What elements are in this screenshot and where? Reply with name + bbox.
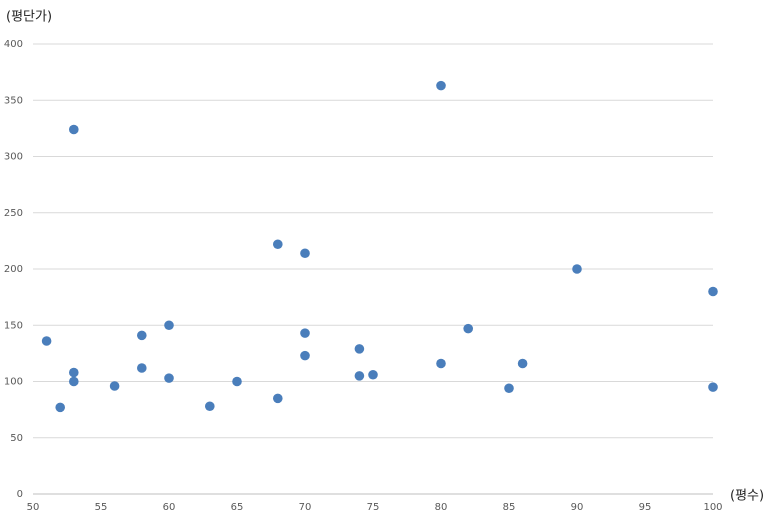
x-tick-label: 75: [367, 502, 380, 513]
x-tick-label: 55: [95, 502, 108, 513]
x-tick-label: 100: [703, 502, 722, 513]
point: [368, 369, 378, 380]
point: [55, 402, 65, 413]
y-axis-title: (평단가): [6, 10, 52, 25]
point: [572, 264, 582, 274]
point: [273, 239, 283, 250]
point: [354, 344, 365, 354]
y-tick-label: 250: [4, 208, 23, 219]
y-tick-label: 0: [17, 489, 23, 500]
point: [69, 376, 79, 387]
x-tick-label: 90: [571, 502, 584, 513]
point: [436, 80, 446, 91]
point: [232, 376, 242, 387]
y-tick-label: 200: [4, 264, 23, 275]
x-tick-label: 65: [231, 502, 244, 513]
y-tick-label: 350: [4, 95, 23, 106]
point: [436, 358, 446, 369]
point: [300, 350, 310, 361]
point: [69, 367, 79, 378]
point: [463, 323, 474, 334]
x-tick-label: 95: [639, 502, 652, 513]
point: [41, 336, 52, 346]
point: [708, 382, 718, 392]
y-tick-label: 150: [4, 320, 23, 331]
point: [273, 393, 283, 404]
y-tick-label: 300: [4, 152, 23, 163]
point: [109, 381, 120, 391]
point: [300, 248, 310, 259]
x-tick-label: 85: [503, 502, 516, 513]
x-tick-label: 80: [435, 502, 448, 513]
x-tick-label: 50: [27, 502, 40, 513]
point: [517, 358, 528, 369]
point: [708, 286, 718, 297]
point: [137, 363, 147, 373]
point: [300, 328, 310, 338]
x-axis-title: (평수): [730, 489, 764, 504]
point: [164, 373, 174, 383]
point: [164, 320, 174, 331]
point: [354, 371, 365, 381]
point: [137, 330, 147, 341]
y-tick-label: 400: [4, 39, 23, 50]
point: [69, 124, 79, 135]
y-tick-label: 100: [4, 377, 23, 388]
point: [504, 383, 514, 394]
y-tick-label: 50: [10, 433, 23, 444]
x-tick-label: 60: [163, 502, 176, 513]
x-tick-label: 70: [299, 502, 312, 513]
point: [205, 401, 215, 412]
